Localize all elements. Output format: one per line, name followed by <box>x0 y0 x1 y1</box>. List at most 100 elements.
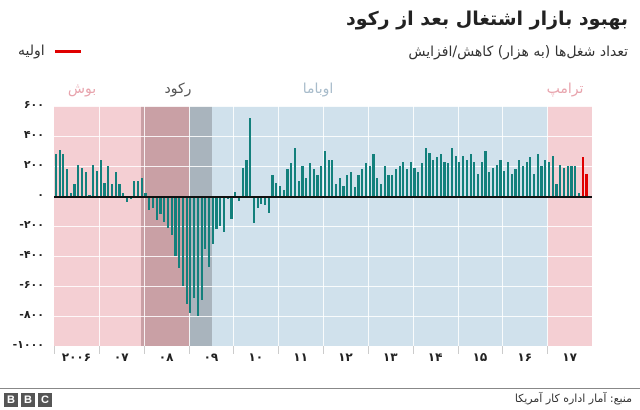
data-bar <box>458 161 461 196</box>
data-bar <box>551 155 554 196</box>
data-bar <box>349 172 353 196</box>
data-bar <box>566 166 569 196</box>
x-tick-label: ۰۸ <box>158 350 174 364</box>
gridline-v <box>502 106 504 346</box>
data-bar <box>54 154 57 196</box>
x-tick-label: ۲۰۰۶ <box>61 350 92 364</box>
bbc-logo: B B C <box>4 393 52 407</box>
data-bar <box>185 196 188 304</box>
data-bar <box>338 178 341 196</box>
gridline-v <box>412 106 414 346</box>
data-bar <box>435 157 439 196</box>
data-bar <box>398 166 401 196</box>
data-bar <box>69 193 72 196</box>
data-bar <box>148 196 151 210</box>
gridline-v <box>367 106 369 346</box>
data-bar <box>394 169 397 196</box>
data-bar <box>88 195 91 196</box>
data-bar <box>518 160 521 196</box>
data-bar <box>361 169 364 196</box>
data-bar <box>196 196 199 316</box>
data-bar <box>92 164 95 196</box>
data-bar <box>525 161 528 196</box>
gridline-v <box>233 106 235 346</box>
legend: اولیه <box>18 43 81 59</box>
gridline-v <box>98 106 100 346</box>
data-bar <box>499 160 502 196</box>
data-bar <box>469 154 472 196</box>
data-bar <box>570 166 573 196</box>
data-bar <box>226 196 229 199</box>
x-tick <box>502 346 504 354</box>
data-bar <box>95 170 99 196</box>
data-bar <box>178 196 181 268</box>
data-bar <box>207 196 211 267</box>
data-bar <box>73 184 76 196</box>
x-tick-label: ۱۱ <box>293 350 308 364</box>
data-bar <box>376 178 379 196</box>
x-tick <box>323 346 324 354</box>
data-bar <box>200 196 203 300</box>
data-bar <box>275 182 278 196</box>
data-bar <box>204 196 207 249</box>
data-bar <box>450 148 453 196</box>
x-tick <box>188 346 190 354</box>
y-tick-label: -۸۰۰ <box>19 308 44 321</box>
data-bar <box>163 196 166 222</box>
gridline-v <box>457 106 459 346</box>
data-bar <box>454 155 457 196</box>
data-bar <box>181 196 184 286</box>
data-bar <box>420 163 424 196</box>
data-bar <box>327 160 330 196</box>
data-bar <box>249 118 252 196</box>
data-bar <box>290 163 293 196</box>
data-bar <box>342 185 345 196</box>
data-bar <box>316 175 319 196</box>
data-bar <box>577 193 581 196</box>
data-bar <box>368 166 371 196</box>
data-bar <box>301 166 304 196</box>
data-bar <box>413 167 416 196</box>
data-bar <box>140 178 143 196</box>
data-bar <box>151 196 155 208</box>
data-bar <box>80 167 84 196</box>
data-bar <box>174 196 177 256</box>
data-bar <box>506 161 510 196</box>
source-note: منبع: آمار اداره کار آمریکا <box>514 392 632 405</box>
data-bar <box>211 196 214 244</box>
data-bar <box>133 181 136 196</box>
data-bar <box>585 173 588 196</box>
data-bar <box>103 182 106 196</box>
data-bar <box>417 172 420 196</box>
x-tick-label: ۱۴ <box>427 350 443 364</box>
data-bar <box>379 184 383 196</box>
x-tick <box>98 346 100 354</box>
data-bar <box>533 173 536 196</box>
data-bar <box>222 196 226 232</box>
x-tick-label: ۱۵ <box>472 350 488 364</box>
x-tick <box>547 346 549 354</box>
y-tick-label: -۱۰۰۰ <box>12 338 44 351</box>
region-label-bush: بوش <box>67 81 97 97</box>
region-label-trump: ترامپ <box>546 81 584 97</box>
x-tick-label: ۱۰ <box>248 350 264 364</box>
data-bar <box>364 163 368 196</box>
data-bar <box>293 148 297 196</box>
data-bar <box>424 148 427 196</box>
legend-swatch-preliminary <box>54 49 81 53</box>
data-bar <box>230 196 233 219</box>
data-bar <box>252 196 255 223</box>
bbc-logo-c: C <box>38 393 52 407</box>
x-tick <box>54 346 55 354</box>
data-bar <box>353 187 356 196</box>
data-bar <box>312 169 315 196</box>
data-bar <box>245 160 248 196</box>
data-bar <box>107 166 110 196</box>
data-bar <box>521 166 524 196</box>
data-bar <box>372 154 375 196</box>
legend-label: اولیه <box>18 43 45 59</box>
data-bar <box>503 170 506 196</box>
data-bar <box>297 181 300 196</box>
data-bar <box>439 154 442 196</box>
y-tick-label: ۰ <box>37 188 44 201</box>
